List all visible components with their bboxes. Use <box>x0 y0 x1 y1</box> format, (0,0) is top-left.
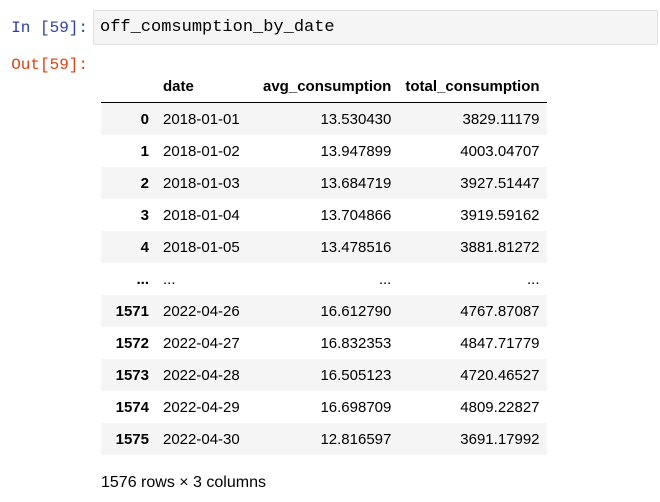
cell-avg-consumption: 13.947899 <box>320 142 392 160</box>
cell-total-consumption: 4847.71779 <box>460 334 540 352</box>
row-index: 2 <box>140 174 149 192</box>
row-index: 3 <box>140 206 149 224</box>
cell-date: 2022-04-30 <box>163 430 240 448</box>
dataframe-shape-text: 1576 rows × 3 columns <box>101 474 266 491</box>
code-input-cell[interactable]: off_comsumption_by_date <box>93 10 658 45</box>
cell-date: 2022-04-26 <box>163 302 240 320</box>
cell-total-consumption: 4720.46527 <box>460 366 540 384</box>
table-row: 1575 2022-04-30 12.816597 3691.17992 <box>101 423 547 455</box>
cell-avg-consumption: 13.530430 <box>320 110 392 128</box>
table-row: 1573 2022-04-28 16.505123 4720.46527 <box>101 359 547 391</box>
row-index: 1571 <box>115 302 149 320</box>
table-body: 0 2018-01-01 13.530430 3829.11179 1 2018… <box>101 102 547 455</box>
cell-date: 2018-01-02 <box>163 142 240 160</box>
cell-date: 2018-01-03 <box>163 174 240 192</box>
cell-avg-consumption: 16.698709 <box>320 398 392 416</box>
row-index: 1574 <box>115 398 149 416</box>
column-header-avg-consumption: avg_consumption <box>256 70 399 103</box>
header-row: date avg_consumption total_consumption <box>101 70 547 103</box>
row-index: 1 <box>140 142 149 160</box>
row-index: 1575 <box>115 430 149 448</box>
index-header <box>101 70 156 103</box>
input-prompt: In [59]: <box>11 19 88 37</box>
cell-date: 2018-01-05 <box>163 238 240 256</box>
row-index: ... <box>136 270 149 288</box>
column-header-date: date <box>156 70 256 103</box>
cell-date: 2022-04-29 <box>163 398 240 416</box>
table-header: date avg_consumption total_consumption <box>101 70 547 103</box>
cell-avg-consumption: 12.816597 <box>320 430 392 448</box>
table-row: 1571 2022-04-26 16.612790 4767.87087 <box>101 295 547 327</box>
row-index: 0 <box>140 110 149 128</box>
cell-avg-consumption: 13.478516 <box>320 238 392 256</box>
cell-date: 2018-01-01 <box>163 110 240 128</box>
cell-date: 2022-04-27 <box>163 334 240 352</box>
cell-total-consumption: 3881.81272 <box>460 238 540 256</box>
dataframe-table: date avg_consumption total_consumption 0… <box>101 70 547 455</box>
cell-total-consumption: 4003.04707 <box>460 142 540 160</box>
table-row-ellipsis: ... ... ... ... <box>101 263 547 295</box>
row-index: 4 <box>140 238 149 256</box>
cell-total-consumption: ... <box>527 270 540 288</box>
cell-total-consumption: 3691.17992 <box>460 430 540 448</box>
cell-avg-consumption: 16.505123 <box>320 366 392 384</box>
table-row: 1 2018-01-02 13.947899 4003.04707 <box>101 135 547 167</box>
cell-date: 2018-01-04 <box>163 206 240 224</box>
cell-total-consumption: 4767.87087 <box>460 302 540 320</box>
cell-avg-consumption: 13.684719 <box>320 174 392 192</box>
table-row: 0 2018-01-01 13.530430 3829.11179 <box>101 102 547 135</box>
table-row: 1574 2022-04-29 16.698709 4809.22827 <box>101 391 547 423</box>
cell-total-consumption: 3919.59162 <box>460 206 540 224</box>
table-row: 1572 2022-04-27 16.832353 4847.71779 <box>101 327 547 359</box>
cell-total-consumption: 3829.11179 <box>462 110 540 128</box>
table-row: 4 2018-01-05 13.478516 3881.81272 <box>101 231 547 263</box>
cell-total-consumption: 4809.22827 <box>460 398 540 416</box>
table-row: 2 2018-01-03 13.684719 3927.51447 <box>101 167 547 199</box>
row-index: 1573 <box>115 366 149 384</box>
cell-date: 2022-04-28 <box>163 366 240 384</box>
column-header-total-consumption: total_consumption <box>398 70 547 103</box>
output-prompt: Out[59]: <box>11 56 88 74</box>
cell-total-consumption: 3927.51447 <box>460 174 540 192</box>
cell-avg-consumption: 16.832353 <box>320 334 392 352</box>
cell-avg-consumption: 13.704866 <box>320 206 392 224</box>
row-index: 1572 <box>115 334 149 352</box>
cell-avg-consumption: 16.612790 <box>320 302 392 320</box>
cell-avg-consumption: ... <box>378 270 392 288</box>
cell-date: ... <box>163 270 176 288</box>
table-row: 3 2018-01-04 13.704866 3919.59162 <box>101 199 547 231</box>
